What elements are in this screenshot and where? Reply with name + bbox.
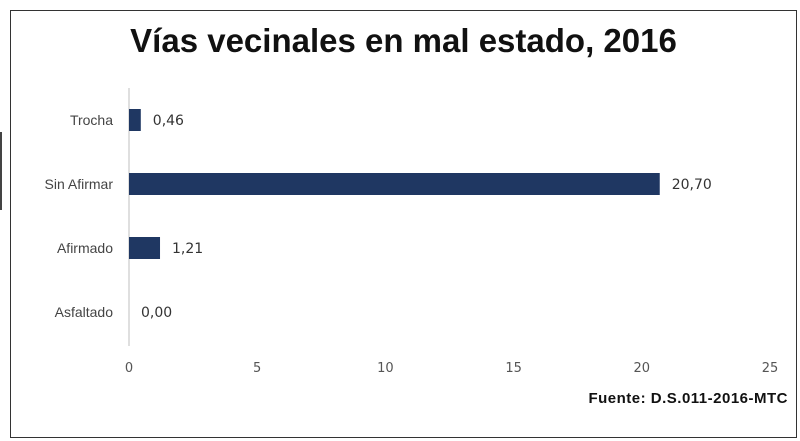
value-label: 0,00 bbox=[141, 305, 172, 321]
x-tick-label: 10 bbox=[377, 361, 394, 376]
bar bbox=[129, 173, 660, 195]
left-edge-mark bbox=[0, 132, 2, 210]
x-tick-label: 15 bbox=[505, 361, 522, 376]
bar bbox=[129, 109, 141, 131]
bar bbox=[129, 237, 161, 259]
category-label: Asfaltado bbox=[55, 304, 114, 320]
x-axis-ticks: 0 5 10 15 20 25 bbox=[125, 361, 778, 376]
x-tick-label: 5 bbox=[253, 361, 261, 376]
value-label: 20,70 bbox=[672, 177, 712, 193]
category-labels: Trocha Sin Afirmar Afirmado Asfaltado bbox=[45, 112, 114, 320]
x-tick-label: 0 bbox=[125, 361, 133, 376]
bars bbox=[129, 109, 660, 259]
chart-title: Vías vecinales en mal estado, 2016 bbox=[130, 22, 677, 59]
category-label: Trocha bbox=[70, 112, 113, 128]
x-tick-label: 25 bbox=[762, 361, 779, 376]
value-label: 1,21 bbox=[172, 241, 203, 257]
source-note: Fuente: D.S.011-2016-MTC bbox=[588, 390, 788, 407]
value-label: 0,46 bbox=[153, 113, 184, 129]
x-tick-label: 20 bbox=[634, 361, 651, 376]
chart-frame bbox=[10, 10, 797, 438]
category-label: Sin Afirmar bbox=[45, 176, 114, 192]
value-labels: 0,46 20,70 1,21 0,00 bbox=[141, 113, 712, 321]
category-label: Afirmado bbox=[57, 240, 113, 256]
